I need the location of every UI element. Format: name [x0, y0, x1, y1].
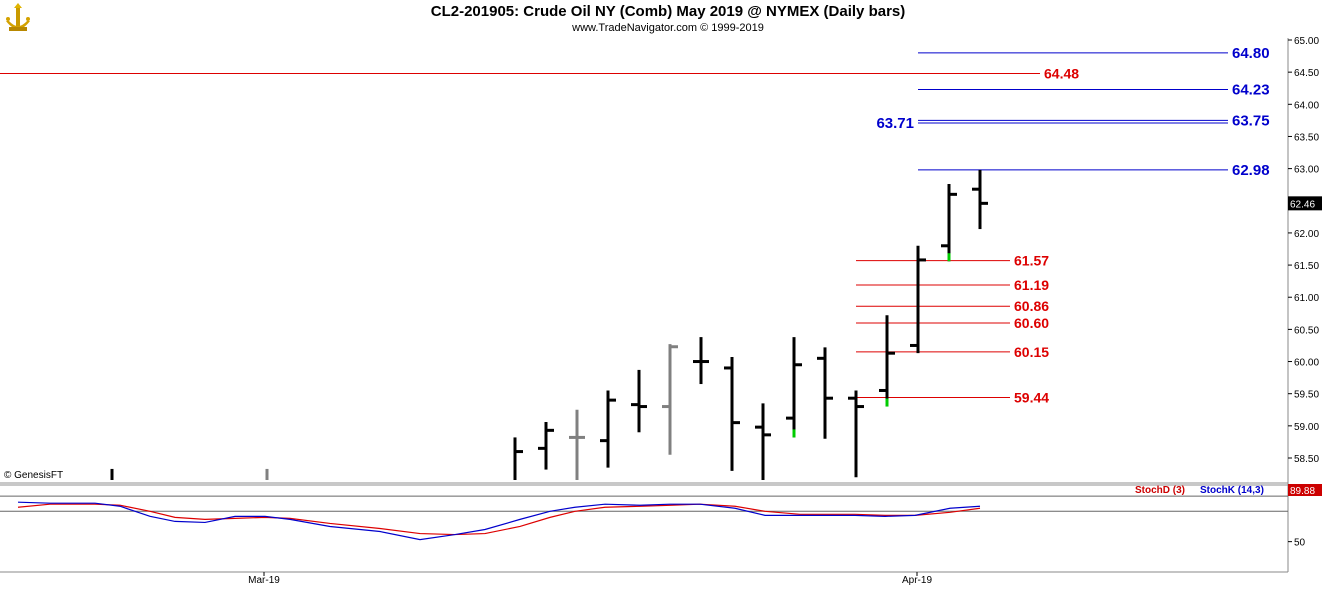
stochastic-layer: 50 89.88 — [0, 484, 1322, 549]
x-tick-mar: Mar-19 — [248, 575, 280, 586]
y-tick-label: 61.00 — [1294, 293, 1319, 304]
stoch-y-label: 50 — [1294, 538, 1306, 549]
stoch-line — [17, 503, 981, 536]
y-tick-label: 60.50 — [1294, 325, 1319, 336]
price-bar — [662, 344, 678, 455]
y-tick-label: 63.50 — [1294, 132, 1319, 143]
price-bar — [910, 245, 926, 354]
last-price-box — [1288, 196, 1322, 211]
price-bar — [600, 390, 616, 468]
price-bar — [817, 347, 833, 439]
panel-separator — [0, 482, 1288, 486]
price-bar — [538, 421, 554, 470]
price-panel — [0, 38, 1288, 482]
price-bar — [569, 409, 585, 480]
price-bar — [693, 337, 709, 385]
watermark: © GenesisFT — [4, 470, 63, 481]
price-bar — [724, 357, 740, 471]
legend-stochd: StochD (3) — [1135, 485, 1185, 496]
price-bar — [755, 403, 771, 480]
level-label: 60.60 — [1014, 315, 1049, 331]
price-bar — [941, 184, 957, 262]
price-axis — [1288, 38, 1336, 591]
price-axis-labels: 65.0064.5064.0063.5063.0062.5062.0061.50… — [1288, 36, 1322, 465]
y-tick-label: 59.00 — [1294, 422, 1319, 433]
x-tick-apr: Apr-19 — [902, 575, 932, 586]
level-label: 60.15 — [1014, 344, 1049, 360]
genesis-logo-icon — [6, 3, 30, 31]
y-tick-label: 63.00 — [1294, 165, 1319, 176]
stoch-panel — [0, 486, 1288, 572]
y-tick-label: 59.50 — [1294, 390, 1319, 401]
y-tick-label: 58.50 — [1294, 454, 1319, 465]
level-label: 64.80 — [1232, 45, 1270, 62]
chart-subtitle: www.TradeNavigator.com © 1999-2019 — [572, 22, 764, 34]
level-label: 61.19 — [1014, 277, 1049, 293]
time-axis — [0, 572, 1288, 591]
level-label: 60.86 — [1014, 298, 1049, 314]
y-tick-label: 64.00 — [1294, 100, 1319, 111]
stoch-last-box — [1288, 484, 1322, 496]
y-tick-label: 60.00 — [1294, 358, 1319, 369]
legend-stochk: StochK (14,3) — [1200, 485, 1264, 496]
y-tick-label: 64.50 — [1294, 68, 1319, 79]
stoch-last-label: 89.88 — [1290, 486, 1315, 497]
price-bar — [879, 315, 895, 407]
level-label: 61.57 — [1014, 253, 1049, 269]
levels-layer: 64.80 64.48 64.23 63.75 63.71 62.98 61.57 61.19… — [0, 45, 1270, 406]
price-bar — [848, 390, 864, 478]
level-label: 62.98 — [1232, 162, 1270, 179]
last-price-label: 62.46 — [1290, 199, 1315, 210]
level-label: 63.71 — [876, 115, 914, 132]
level-label: 64.23 — [1232, 82, 1270, 99]
price-bar — [513, 437, 523, 480]
title-bar: CL2-201905: Crude Oil NY (Comb) May 2019… — [0, 0, 1336, 38]
level-label: 64.48 — [1044, 65, 1079, 81]
price-bar — [631, 369, 647, 433]
level-label: 63.75 — [1232, 112, 1270, 129]
level-label: 59.44 — [1014, 390, 1049, 406]
y-tick-label: 65.00 — [1294, 36, 1319, 47]
y-tick-label: 61.50 — [1294, 261, 1319, 272]
price-bars-layer — [110, 169, 988, 480]
chart-title: CL2-201905: Crude Oil NY (Comb) May 2019… — [430, 3, 906, 20]
stoch-line — [17, 501, 981, 541]
y-tick-label: 62.00 — [1294, 229, 1319, 240]
price-bar — [972, 169, 988, 230]
price-bar — [786, 337, 802, 438]
